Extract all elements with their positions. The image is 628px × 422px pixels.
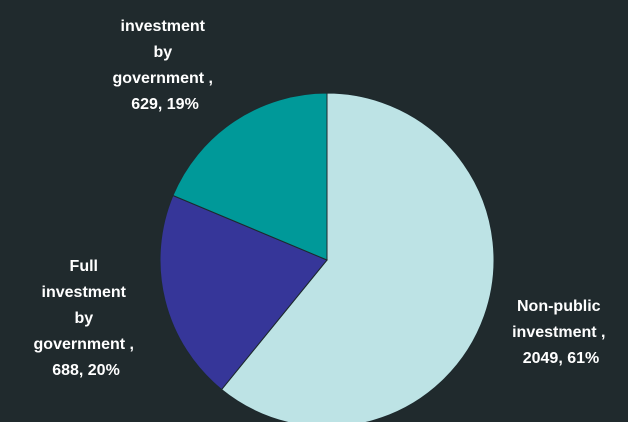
slice-label-non-public: Non-public investment , 2049, 61% <box>512 298 610 367</box>
pie-slices <box>159 92 495 422</box>
slice-label-full-investment: Full investment by government , 688, 20% <box>34 258 139 379</box>
slice-full-investment <box>159 194 328 391</box>
slice-label-partial-investment: investment by government , 629, 19% <box>113 18 218 113</box>
slice-partial-investment <box>172 92 328 261</box>
slice-non-public <box>220 92 495 422</box>
pie-labels: Non-public investment , 2049, 61% Full i… <box>34 18 610 379</box>
